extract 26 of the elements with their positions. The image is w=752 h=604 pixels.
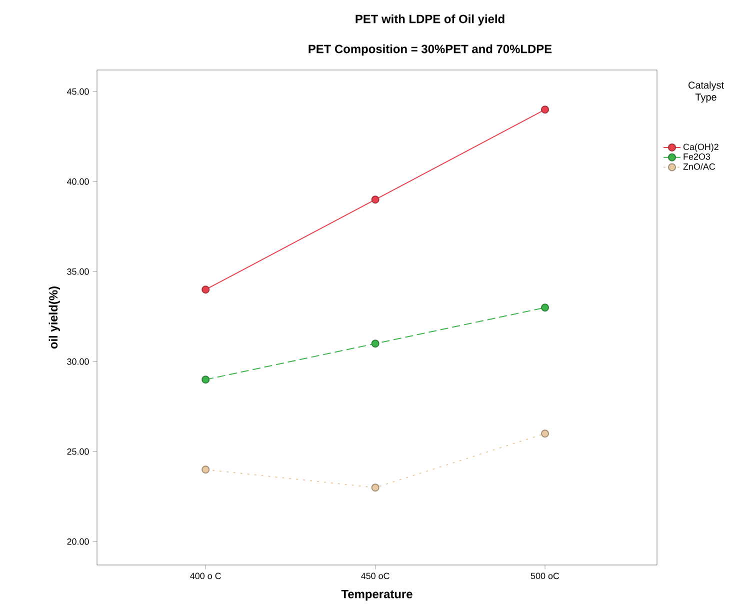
y-tick-label: 20.00 (67, 538, 89, 545)
x-tick-label: 450 oC (361, 572, 390, 580)
legend-label: Ca(OH)2 (683, 143, 718, 152)
point (202, 466, 210, 474)
point (541, 430, 550, 438)
legend-label: ZnO/AC (683, 163, 716, 170)
y-axis-title: oil yield(%) (48, 286, 60, 349)
x-axis-title: Temperature (341, 590, 412, 601)
legend-label: Fe2O3 (684, 153, 710, 160)
chart-subtitle: PET Composition = 30%PET and 70%LDPE (308, 44, 552, 56)
x-tick-label: 500 oC (530, 572, 560, 580)
y-tick-label: 25.00 (67, 448, 89, 455)
legend-title: Catalyst Type (688, 81, 724, 103)
point (541, 106, 550, 114)
point (371, 484, 380, 492)
y-tick-label: 30.00 (67, 358, 89, 365)
y-tick-label: 45.00 (66, 88, 89, 95)
point (202, 286, 210, 294)
point (371, 196, 380, 204)
y-tick-label: 40.00 (66, 178, 89, 185)
chart-title: PET with LDPE of Oil yield (356, 14, 504, 26)
point (541, 304, 550, 312)
point (371, 340, 380, 348)
y-tick-label: 35.00 (67, 268, 89, 275)
point (202, 376, 210, 384)
x-tick-label: 400 o C (190, 572, 221, 580)
